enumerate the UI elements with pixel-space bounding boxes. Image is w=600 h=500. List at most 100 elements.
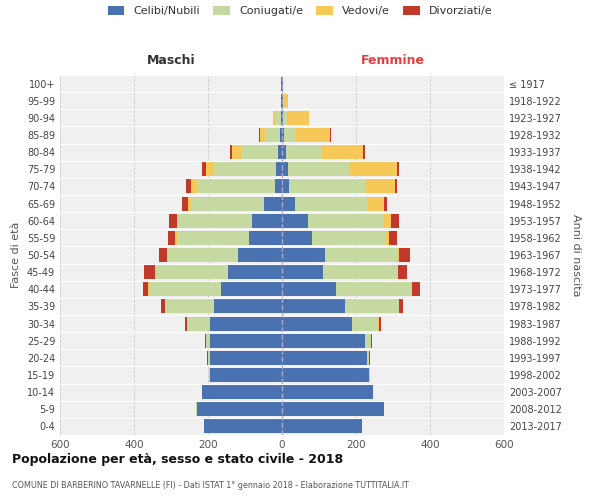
Bar [159, 248, 167, 262]
Bar [282, 402, 384, 416]
Bar [379, 316, 381, 330]
Bar [287, 162, 349, 176]
Bar [221, 282, 282, 296]
Bar [378, 316, 379, 330]
Bar [230, 145, 232, 159]
Bar [371, 334, 372, 347]
Bar [155, 265, 156, 279]
Bar [149, 282, 221, 296]
Bar [367, 196, 384, 210]
Bar [284, 94, 287, 108]
Bar [210, 316, 282, 330]
Bar [275, 180, 282, 194]
Bar [166, 300, 214, 314]
Bar [168, 231, 175, 245]
Bar [188, 196, 191, 210]
Legend: Celibi/Nubili, Coniugati/e, Vedovi/e, Divorziati/e: Celibi/Nubili, Coniugati/e, Vedovi/e, Di… [108, 6, 492, 16]
Bar [284, 128, 295, 142]
Bar [188, 316, 210, 330]
Bar [282, 76, 283, 90]
Bar [145, 265, 155, 279]
Bar [323, 265, 397, 279]
Bar [384, 402, 385, 416]
Bar [321, 145, 364, 159]
Bar [384, 196, 388, 210]
Bar [287, 111, 309, 125]
Bar [191, 196, 263, 210]
Bar [204, 420, 282, 434]
Bar [207, 351, 208, 365]
Bar [295, 128, 330, 142]
Bar [412, 282, 419, 296]
Bar [282, 282, 335, 296]
Bar [210, 368, 282, 382]
Bar [397, 162, 398, 176]
Bar [249, 231, 282, 245]
Bar [325, 248, 397, 262]
Bar [175, 231, 176, 245]
Bar [283, 111, 287, 125]
Bar [282, 196, 295, 210]
Y-axis label: Fasce di età: Fasce di età [11, 222, 21, 288]
Bar [260, 128, 265, 142]
Bar [282, 128, 284, 142]
Bar [185, 316, 187, 330]
Bar [280, 128, 282, 142]
Bar [214, 300, 282, 314]
Bar [186, 180, 191, 194]
Bar [167, 248, 238, 262]
Bar [365, 180, 395, 194]
Text: Femmine: Femmine [361, 54, 425, 68]
Bar [282, 385, 373, 399]
Bar [202, 385, 282, 399]
Bar [395, 180, 397, 194]
Bar [241, 145, 278, 159]
Text: Popolazione per età, sesso e stato civile - 2018: Popolazione per età, sesso e stato civil… [12, 452, 343, 466]
Bar [286, 145, 321, 159]
Bar [274, 111, 275, 125]
Bar [182, 196, 188, 210]
Bar [169, 214, 176, 228]
Bar [282, 145, 286, 159]
Bar [278, 145, 282, 159]
Bar [197, 402, 282, 416]
Bar [281, 111, 282, 125]
Bar [282, 94, 283, 108]
Bar [176, 214, 178, 228]
Bar [229, 265, 282, 279]
Bar [369, 368, 370, 382]
Bar [259, 128, 260, 142]
Bar [196, 402, 197, 416]
Bar [335, 282, 412, 296]
Bar [349, 162, 397, 176]
Bar [206, 162, 214, 176]
Bar [398, 248, 410, 262]
Bar [282, 180, 289, 194]
Bar [265, 128, 280, 142]
Bar [398, 265, 407, 279]
Bar [364, 145, 365, 159]
Bar [352, 316, 378, 330]
Bar [282, 214, 308, 228]
Bar [203, 420, 204, 434]
Text: Maschi: Maschi [146, 54, 196, 68]
Bar [311, 231, 386, 245]
Bar [397, 265, 398, 279]
Bar [238, 248, 282, 262]
Bar [282, 300, 345, 314]
Bar [398, 300, 399, 314]
Bar [277, 162, 282, 176]
Bar [282, 265, 323, 279]
Bar [365, 334, 371, 347]
Bar [202, 162, 206, 176]
Bar [214, 162, 277, 176]
Bar [176, 231, 249, 245]
Bar [389, 231, 397, 245]
Bar [206, 334, 210, 347]
Bar [148, 282, 149, 296]
Bar [367, 351, 369, 365]
Bar [345, 300, 398, 314]
Bar [161, 300, 165, 314]
Bar [263, 196, 282, 210]
Bar [282, 368, 369, 382]
